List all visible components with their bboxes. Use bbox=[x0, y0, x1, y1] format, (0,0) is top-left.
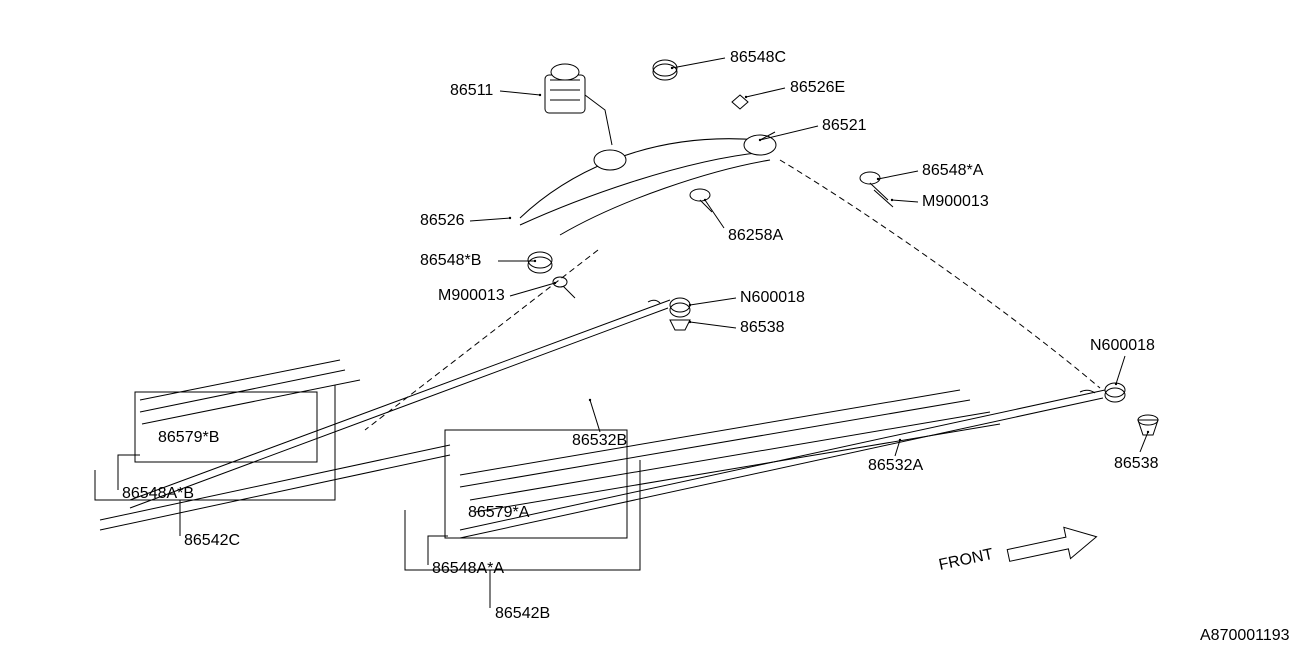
part-label-l86526E: 86526E bbox=[790, 79, 845, 96]
part-label-l86532B: 86532B bbox=[572, 432, 627, 449]
part-label-l86538r: 86538 bbox=[1114, 455, 1159, 472]
part-label-l86548AB: 86548A*B bbox=[122, 485, 194, 502]
part-label-l86548B: 86548*B bbox=[420, 252, 481, 269]
diagram-code: A870001193 bbox=[1200, 627, 1290, 644]
part-label-l86538l: 86538 bbox=[740, 319, 785, 336]
part-label-l86521: 86521 bbox=[822, 117, 867, 134]
part-label-lN600018r: N600018 bbox=[1090, 337, 1155, 354]
part-label-l86532A: 86532A bbox=[868, 457, 923, 474]
part-label-l86579A: 86579*A bbox=[468, 504, 530, 521]
part-label-l86579B: 86579*B bbox=[158, 429, 219, 446]
canvas bbox=[0, 0, 1306, 653]
part-label-l86548AA: 86548A*A bbox=[432, 560, 504, 577]
part-label-l86258A: 86258A bbox=[728, 227, 783, 244]
part-label-l86548C: 86548C bbox=[730, 49, 786, 66]
part-label-l86526: 86526 bbox=[420, 212, 465, 229]
part-label-lM900013r: M900013 bbox=[922, 193, 989, 210]
part-label-lN600018l: N600018 bbox=[740, 289, 805, 306]
part-label-l86548A: 86548*A bbox=[922, 162, 984, 179]
part-label-l86542C: 86542C bbox=[184, 532, 240, 549]
part-label-l86542B: 86542B bbox=[495, 605, 550, 622]
part-label-lM900013l: M900013 bbox=[438, 287, 505, 304]
part-label-l86511: 86511 bbox=[450, 82, 493, 99]
